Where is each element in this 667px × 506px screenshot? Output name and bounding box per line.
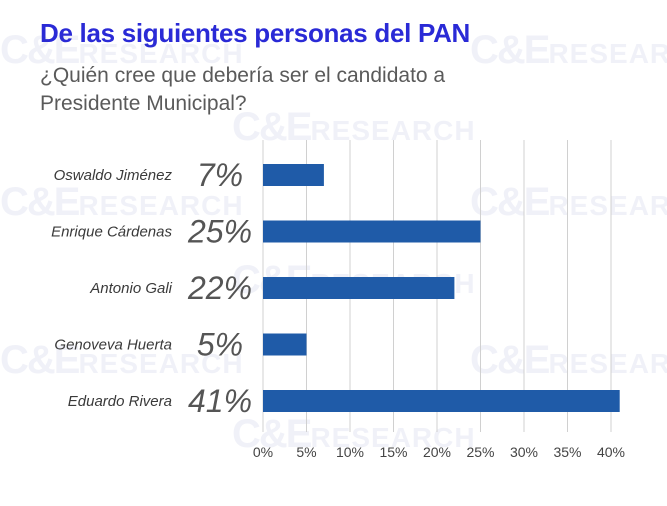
x-tick-label: 0% [253, 444, 273, 460]
watermark-logo: C&ERESEARCH [232, 412, 476, 456]
x-tick-label: 25% [466, 444, 494, 460]
bar [263, 277, 455, 299]
data-label: 25% [187, 214, 252, 250]
watermark-logo: C&ERESEARCH [0, 28, 244, 72]
data-label: 5% [197, 327, 243, 363]
watermark-logo: C&ERESEARCH [470, 180, 667, 224]
watermark-logo: C&ERESEARCH [0, 180, 244, 224]
x-tick-label: 5% [296, 444, 316, 460]
watermark-logo: C&ERESEARCH [470, 28, 667, 72]
bar [263, 220, 481, 243]
chart-title: De las siguientes personas del PAN [40, 18, 471, 48]
category-label: Enrique Cárdenas [51, 224, 172, 241]
data-label: 7% [197, 157, 243, 193]
bar [263, 390, 620, 412]
bar [263, 333, 307, 356]
category-label: Genoveva Huerta [54, 337, 172, 354]
data-label: 22% [187, 270, 252, 306]
bars [263, 164, 620, 412]
labels: Oswaldo Jiménez 7% Enrique Cárdenas 25% Anto… [51, 157, 252, 419]
watermark-logo: C&ERESEARCH [470, 338, 667, 382]
x-tick-label: 20% [423, 444, 451, 460]
category-label: Eduardo Rivera [68, 393, 172, 410]
x-tick-label: 40% [597, 444, 625, 460]
bar [263, 164, 324, 186]
x-tick-label: 10% [336, 444, 364, 460]
x-tick-label: 15% [379, 444, 407, 460]
chart-subtitle: ¿Quién cree que debería ser el candidato… [40, 64, 446, 115]
category-label: Antonio Gali [89, 280, 172, 297]
x-tick-label: 35% [553, 444, 581, 460]
watermark-logo: C&ERESEARCH [0, 338, 244, 382]
x-axis-ticks: 0% 5% 10% 15% 20% 25% 30% 35% 40% [253, 444, 625, 460]
x-tick-label: 30% [510, 444, 538, 460]
category-label: Oswaldo Jiménez [54, 167, 173, 184]
watermark-logo: C&ERESEARCH [232, 105, 476, 149]
data-label: 41% [188, 383, 252, 419]
